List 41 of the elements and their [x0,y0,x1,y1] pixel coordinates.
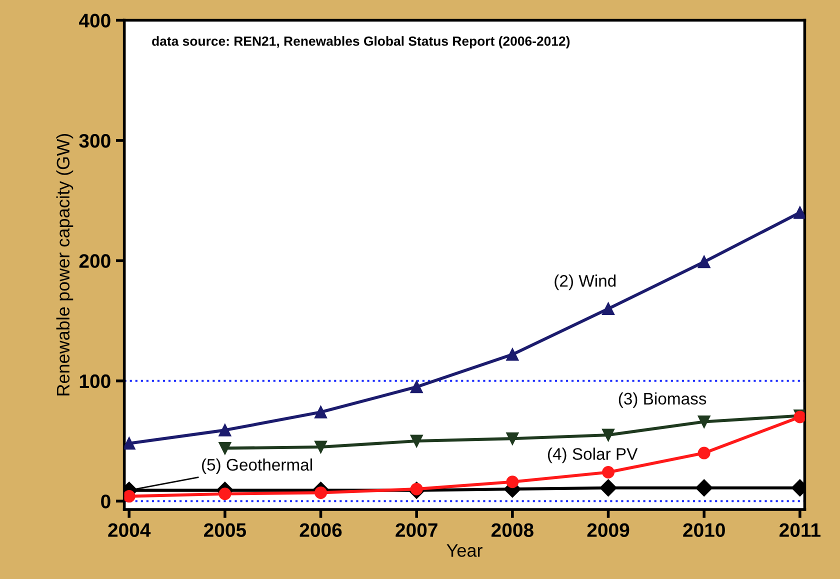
y-tick-label: 400 [78,14,110,28]
point [602,466,615,479]
point [410,380,423,394]
point [698,256,710,268]
point [506,348,519,361]
y-tick-label: 100 [80,374,110,388]
point [410,434,423,448]
y-tick-label: 200 [79,254,110,268]
point [218,424,232,436]
x-tick-label: 2010 [683,523,725,537]
series-label: (5) Geothermal [202,458,312,474]
point [506,476,519,488]
x-tick-label: 2007 [396,523,438,537]
y-tick-label: 0 [101,494,110,508]
y-axis-title: Renewable power capacity (GW) [56,134,74,396]
x-tick-label: 2005 [204,523,246,537]
y-tick-label: 300 [79,134,110,148]
point [698,446,710,460]
point [124,437,136,450]
point [218,442,232,454]
point [602,302,615,316]
x-tick-label: 2009 [587,523,630,537]
annotation: data source: REN21, Renewables Global Status Report (2006-2012) [152,36,570,48]
x-tick-label: 2011 [780,523,820,537]
point [218,488,232,500]
x-tick-label: 2004 [108,523,151,537]
series-label: (2) Wind [554,274,616,290]
point [600,479,617,496]
point [314,406,328,418]
x-tick-label: 2008 [491,523,534,537]
point [698,416,710,428]
point [124,490,136,503]
point [314,440,328,454]
point [794,206,805,219]
x-tick-label: 2006 [300,523,342,537]
point [696,479,713,496]
point [602,428,615,442]
series-label: (3) Biomass [618,392,706,408]
series-label: (4) Solar PV [548,448,638,464]
x-axis-title: Year [446,544,482,557]
point [506,432,519,445]
